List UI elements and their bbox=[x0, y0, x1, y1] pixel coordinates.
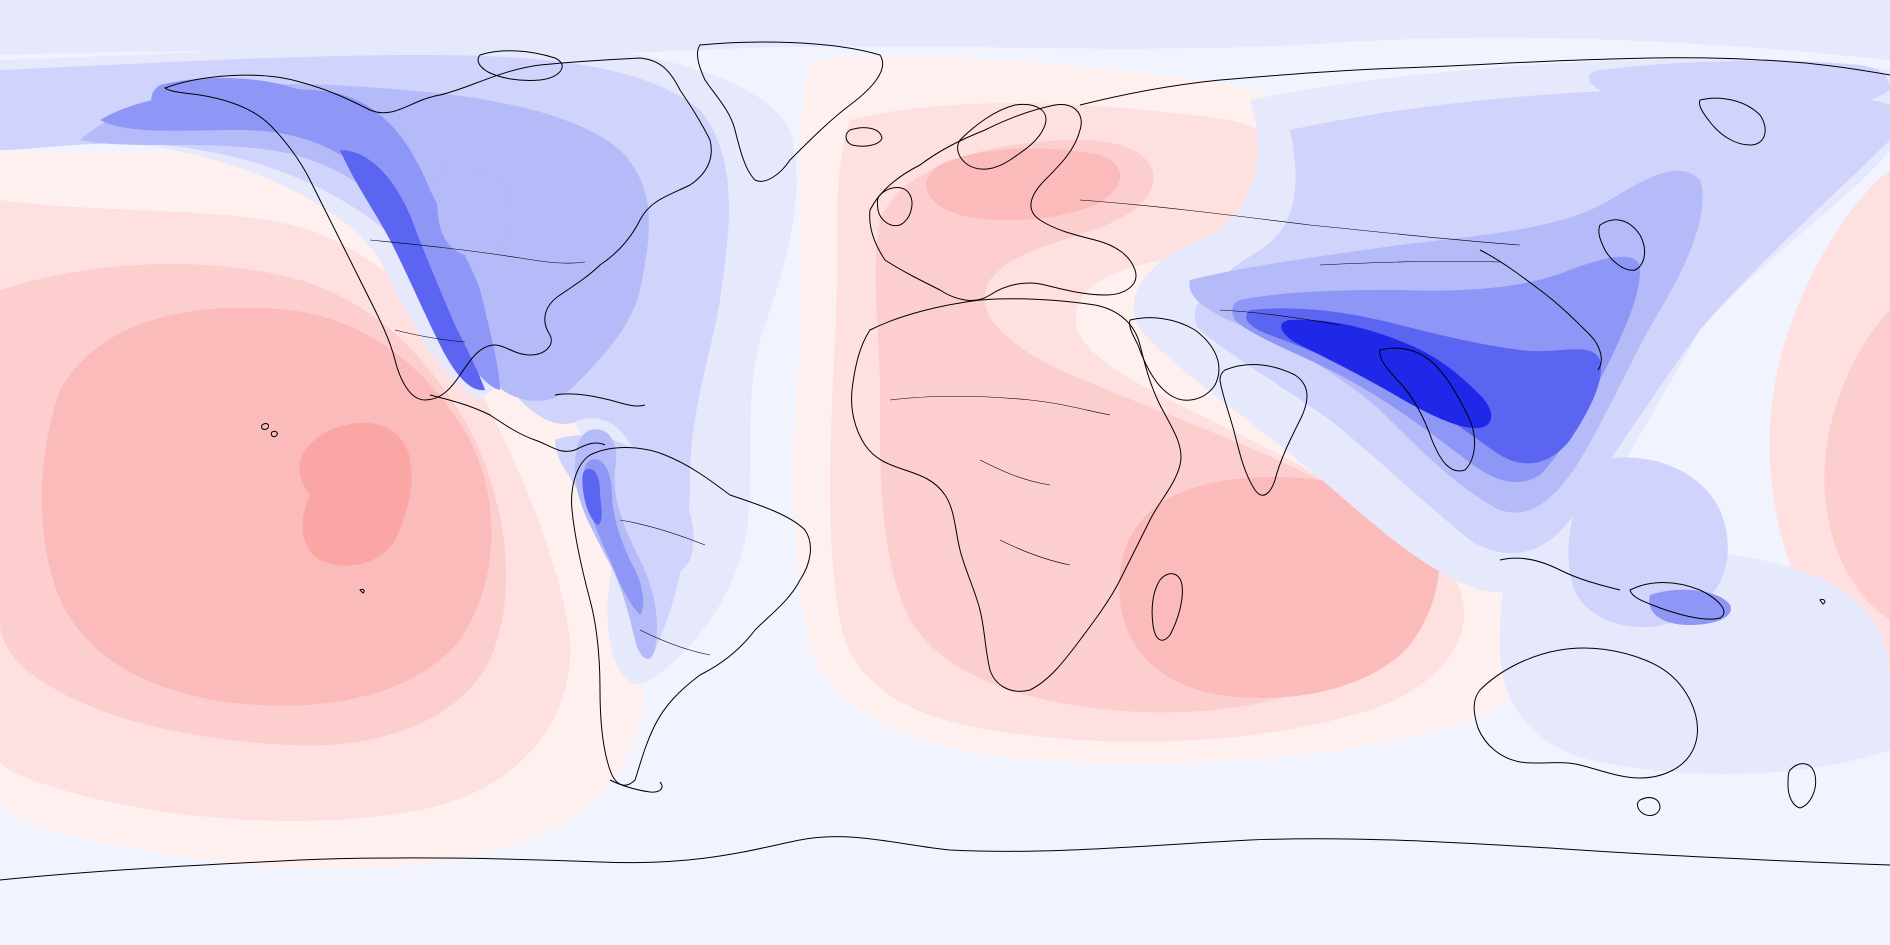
country-borders bbox=[369, 199, 1521, 656]
hudson-anomaly-patch bbox=[436, 166, 511, 256]
border-china-mongolia bbox=[1319, 260, 1501, 266]
coast-iceland bbox=[845, 127, 883, 147]
border-africa-1 bbox=[889, 395, 1111, 416]
coastlines bbox=[0, 41, 1890, 881]
australia-anomaly-ring-2 bbox=[1568, 457, 1728, 628]
coast-caribbean bbox=[554, 393, 646, 407]
dateline-anomaly-ring-2 bbox=[1824, 310, 1890, 620]
coast-indonesia bbox=[1499, 557, 1621, 591]
negative-anomaly-layer bbox=[0, 0, 1890, 774]
coast-north-america bbox=[163, 57, 712, 401]
coast-australia bbox=[1473, 647, 1698, 779]
north-america-anomaly-ring-3 bbox=[80, 84, 649, 401]
positive-anomaly-layer bbox=[0, 56, 1890, 869]
coast-new-guinea bbox=[1629, 582, 1725, 620]
border-south-america-2 bbox=[639, 629, 711, 656]
asia-anomaly-core bbox=[1281, 319, 1492, 429]
andes-anomaly-core bbox=[582, 468, 602, 525]
coast-britain bbox=[876, 187, 913, 227]
north-america-anomaly-ring-4 bbox=[100, 87, 500, 390]
coast-patagonia-tip bbox=[609, 779, 663, 793]
pacific-anomaly-ring-4 bbox=[41, 307, 492, 706]
coast-scandinavia bbox=[957, 103, 1047, 170]
siberia-anomaly-patch bbox=[1588, 60, 1890, 119]
border-us-canada bbox=[369, 239, 586, 264]
coast-korea-japan bbox=[1598, 219, 1646, 271]
coast-southeast-asia bbox=[1379, 347, 1476, 472]
maritime-continent-patch bbox=[1649, 589, 1731, 625]
border-south-america-1 bbox=[619, 519, 706, 546]
coast-china-east bbox=[1479, 249, 1602, 371]
coast-asia-north bbox=[1079, 57, 1890, 106]
indian-anomaly-ring-4 bbox=[1119, 476, 1439, 698]
border-russia bbox=[1079, 199, 1521, 246]
coast-greenland bbox=[697, 41, 884, 182]
coast-arctic-islands bbox=[477, 50, 563, 81]
border-south-asia bbox=[1219, 309, 1341, 326]
coast-new-zealand bbox=[1787, 763, 1817, 809]
coast-india bbox=[1219, 364, 1308, 496]
coast-hawaii bbox=[261, 423, 278, 438]
border-us-mexico bbox=[394, 329, 466, 343]
coast-central-america bbox=[429, 394, 606, 452]
rockies-anomaly-strip bbox=[340, 150, 485, 391]
coast-antarctica bbox=[0, 836, 1890, 881]
coast-arabia bbox=[1129, 317, 1220, 401]
coast-tasmania bbox=[1637, 797, 1661, 816]
coast-europe bbox=[869, 104, 1137, 301]
coast-pacific-islands bbox=[359, 588, 1826, 605]
coast-madagascar bbox=[1151, 573, 1183, 641]
europe-anomaly-patch bbox=[926, 148, 1121, 221]
coast-south-america bbox=[571, 447, 811, 786]
border-africa-3 bbox=[999, 539, 1071, 566]
coast-kamchatka bbox=[1699, 97, 1766, 146]
border-africa-2 bbox=[979, 459, 1051, 486]
pacific-anomaly-core bbox=[299, 422, 412, 566]
coast-africa bbox=[851, 298, 1182, 692]
